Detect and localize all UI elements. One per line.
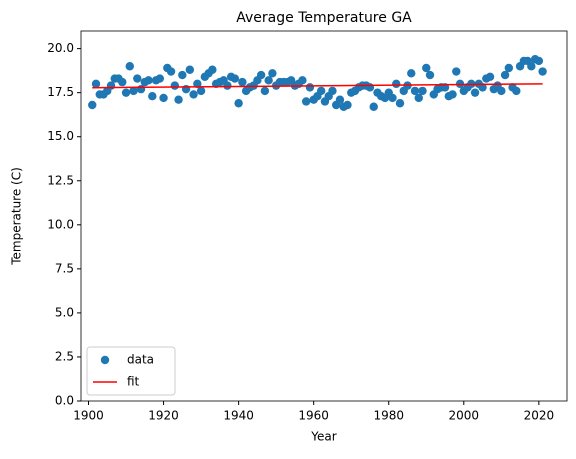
- y-tick-label: 0.0: [55, 394, 74, 408]
- data-point: [298, 76, 307, 85]
- data-point: [527, 62, 536, 71]
- data-point: [485, 72, 495, 82]
- data-point: [230, 74, 240, 83]
- data-point: [208, 65, 217, 74]
- data-point: [256, 70, 266, 80]
- x-tick-label: 2000: [449, 409, 480, 423]
- data-point: [155, 74, 165, 83]
- y-tick-label: 7.5: [55, 261, 74, 275]
- y-axis-label: Temperature (C): [10, 167, 24, 266]
- data-point: [264, 76, 273, 85]
- data-point: [425, 70, 435, 80]
- x-tick-label: 2020: [524, 409, 555, 423]
- data-point: [369, 102, 378, 111]
- y-tick-label: 5.0: [55, 305, 74, 319]
- y-tick-label: 17.5: [47, 85, 74, 99]
- y-tick-label: 12.5: [47, 173, 74, 187]
- data-point: [534, 56, 544, 66]
- data-point: [125, 62, 134, 71]
- data-point: [238, 77, 247, 87]
- data-point: [407, 69, 416, 78]
- data-point: [422, 63, 431, 73]
- data-point: [268, 69, 277, 78]
- data-point: [193, 79, 202, 89]
- data-point: [478, 83, 487, 92]
- data-point: [538, 67, 547, 76]
- legend-marker: [100, 355, 110, 365]
- data-point: [335, 95, 345, 104]
- chart-title: Average Temperature GA: [236, 10, 412, 26]
- data-point: [328, 86, 337, 96]
- data-point: [448, 90, 457, 99]
- data-point: [159, 93, 168, 103]
- data-point: [234, 99, 243, 108]
- legend-label: data: [127, 353, 154, 367]
- x-tick-label: 1980: [373, 409, 404, 423]
- data-point: [365, 83, 375, 92]
- data-point: [129, 86, 138, 96]
- data-point: [305, 83, 315, 92]
- x-tick-label: 1940: [223, 409, 254, 423]
- data-point: [260, 86, 270, 96]
- data-point: [118, 77, 127, 87]
- data-point: [166, 67, 176, 76]
- x-tick-label: 1920: [148, 409, 179, 423]
- data-point: [178, 70, 187, 80]
- x-axis-label: Year: [310, 430, 336, 444]
- data-point: [185, 65, 195, 74]
- y-tick-label: 20.0: [47, 41, 74, 55]
- data-point: [316, 86, 326, 96]
- legend-label: fit: [127, 375, 140, 389]
- data-point: [410, 86, 420, 96]
- y-tick-label: 15.0: [47, 129, 74, 143]
- data-point: [395, 99, 405, 108]
- data-point: [88, 100, 97, 110]
- data-point: [189, 90, 198, 99]
- data-point: [170, 81, 180, 90]
- data-point: [504, 63, 514, 73]
- data-point: [452, 67, 461, 76]
- data-point: [500, 70, 510, 80]
- data-point: [414, 93, 423, 103]
- data-point: [301, 97, 311, 106]
- data-point: [497, 86, 506, 96]
- y-tick-label: 10.0: [47, 217, 74, 231]
- data-point: [392, 79, 401, 89]
- data-point: [174, 95, 183, 104]
- y-tick-label: 2.5: [55, 349, 74, 363]
- x-tick-label: 1900: [73, 409, 104, 423]
- plot-frame: [80, 30, 568, 402]
- fit-line: [92, 83, 543, 89]
- data-point: [418, 86, 427, 96]
- data-point: [343, 100, 352, 110]
- x-tick-label: 1960: [298, 409, 329, 423]
- data-point: [144, 76, 153, 85]
- data-point: [470, 88, 480, 97]
- data-point: [196, 86, 206, 96]
- data-point: [223, 81, 232, 90]
- data-point: [133, 74, 142, 83]
- data-point: [91, 79, 101, 89]
- data-point: [121, 88, 131, 97]
- data-point: [512, 86, 521, 96]
- data-point: [388, 93, 397, 103]
- data-point: [148, 91, 157, 101]
